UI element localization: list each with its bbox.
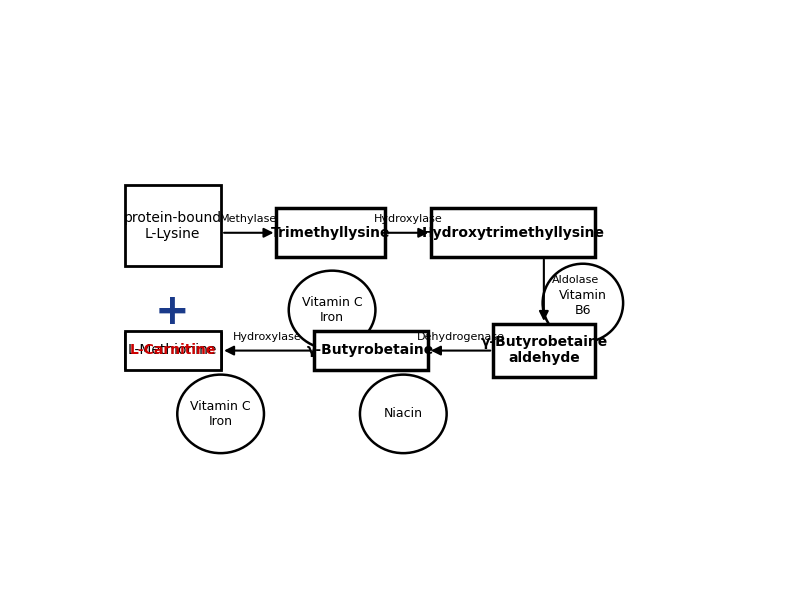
FancyBboxPatch shape [125, 331, 221, 370]
Text: Vitamin C
Iron: Vitamin C Iron [302, 296, 363, 324]
Text: γ-Butyrobetaine: γ-Butyrobetaine [307, 343, 435, 358]
FancyBboxPatch shape [125, 185, 221, 266]
Text: +: + [155, 291, 189, 333]
Ellipse shape [177, 374, 264, 453]
Text: protein-bound
L-Lysine: protein-bound L-Lysine [124, 211, 221, 241]
Text: Hydroxylase: Hydroxylase [374, 214, 443, 224]
Text: γ-Butyrobetaine
aldehyde: γ-Butyrobetaine aldehyde [480, 335, 608, 365]
Text: Vitamin
B6: Vitamin B6 [559, 289, 606, 317]
Text: Vitamin C
Iron: Vitamin C Iron [190, 400, 251, 428]
Text: Aldolase: Aldolase [552, 275, 599, 284]
FancyBboxPatch shape [313, 331, 428, 370]
Text: Niacin: Niacin [384, 407, 423, 421]
Ellipse shape [543, 264, 623, 342]
FancyBboxPatch shape [125, 333, 221, 368]
FancyBboxPatch shape [276, 208, 385, 257]
Text: Methylase: Methylase [220, 214, 277, 224]
Text: Hydroxytrimethyllysine: Hydroxytrimethyllysine [422, 226, 605, 239]
Ellipse shape [360, 374, 447, 453]
FancyBboxPatch shape [493, 324, 595, 377]
Text: Hydroxylase: Hydroxylase [233, 332, 301, 342]
FancyBboxPatch shape [431, 208, 595, 257]
Text: Dehydrogenase: Dehydrogenase [417, 332, 505, 342]
Ellipse shape [288, 271, 376, 349]
Text: L-Methionine: L-Methionine [128, 343, 217, 358]
Text: Trimethyllysine: Trimethyllysine [271, 226, 390, 239]
Text: L-Carnitine: L-Carnitine [129, 343, 216, 358]
